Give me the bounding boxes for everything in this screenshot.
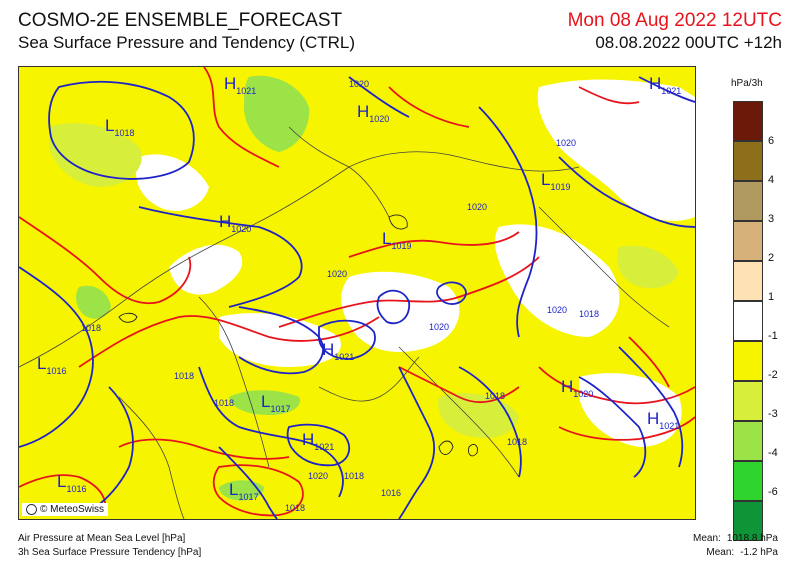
isobar-value: 1018 [507, 437, 527, 447]
legend-swatch [733, 421, 763, 461]
pressure-centers: H1021 H1020 H1020 H1021 H1021 H1021 H102… [37, 74, 681, 502]
high-label-7: H1020 [561, 377, 593, 399]
high-label-3: H1020 [219, 212, 251, 234]
legend-tick-label: 4 [768, 174, 775, 186]
mean-tendency-row: Mean: -1.2 hPa [693, 546, 778, 560]
legend-tick-label: -6 [768, 486, 778, 498]
isobar-value: 1018 [485, 391, 505, 401]
high-label-2: H1020 [357, 102, 389, 124]
isobar-value: 1020 [327, 269, 347, 279]
legend-tick-label: -2 [768, 369, 778, 381]
mean-pressure-row: Mean: 1018.8 hPa [693, 532, 778, 546]
low-label-7: L1017 [229, 480, 259, 502]
isobar-value: 1018 [344, 471, 364, 481]
isobar-value: 1018 [174, 371, 194, 381]
low-label-2: L1019 [382, 229, 412, 251]
legend-tick-label: -4 [768, 447, 778, 459]
tendency-isolines [19, 67, 695, 517]
isobar-value-labels: 1020 1020 1020 1020 1020 1020 1018 1018 … [81, 79, 599, 513]
credit-text: © MeteoSwiss [40, 504, 105, 515]
footer-means: Mean: 1018.8 hPa Mean: -1.2 hPa [693, 532, 778, 560]
low-label-1: L1018 [105, 116, 135, 138]
valid-time-block: Mon 08 Aug 2022 12UTC 08.08.2022 00UTC +… [568, 10, 782, 54]
country-borders [19, 126, 670, 519]
high-label-1: H1021 [224, 74, 256, 96]
footer-line-tendency: 3h Sea Surface Pressure Tendency [hPa] [18, 547, 202, 558]
isobar-value: 1018 [285, 503, 305, 513]
forecast-map: H1021 H1020 H1020 H1021 H1021 H1021 H102… [18, 66, 696, 520]
legend-tick-label: -3 [768, 408, 778, 420]
low-label-6: L1016 [57, 472, 87, 494]
legend-tick-label: 3 [768, 213, 775, 225]
isobar-value: 1020 [467, 202, 487, 212]
low-label-3: L1019 [541, 170, 571, 192]
legend-tick-label: 1 [768, 291, 775, 303]
legend-swatch [733, 261, 763, 301]
high-label-4: H1021 [649, 74, 681, 96]
legend-tick-label: 2 [768, 252, 775, 264]
legend-tick-label: 6 [768, 135, 775, 147]
isobar-value: 1020 [556, 138, 576, 148]
meteoswiss-credit: © MeteoSwiss [22, 503, 109, 516]
valid-time: Mon 08 Aug 2022 12UTC [567, 10, 782, 31]
mean-pressure-value: 1018.8 hPa [726, 533, 778, 544]
legend-swatch [733, 501, 763, 541]
isobar-value: 1020 [547, 305, 567, 315]
mean-pressure-label: Mean: [693, 533, 721, 544]
high-label-6: H1021 [302, 430, 334, 452]
legend-swatch [733, 101, 763, 141]
slight-falling-tendency-areas [49, 123, 679, 438]
legend-tick-label: -1 [768, 330, 778, 342]
legend-swatch [733, 341, 763, 381]
meteoswiss-logo-icon [26, 504, 37, 515]
footer-line-pressure: Air Pressure at Mean Sea Level [hPa] [18, 533, 186, 544]
chart-subtitle: Sea Surface Pressure and Tendency (CTRL) [18, 33, 356, 52]
mean-tendency-label: Mean: [706, 547, 735, 558]
legend-swatch [733, 381, 763, 421]
isobar-value: 1018 [81, 323, 101, 333]
low-label-4: L1016 [37, 354, 67, 376]
legend-swatch [733, 221, 763, 261]
footer-variables: Air Pressure at Mean Sea Level [hPa] 3h … [18, 532, 201, 560]
isobar-value: 1016 [381, 488, 401, 498]
isobar-value: 1020 [308, 471, 328, 481]
mean-tendency-value: -1.2 hPa [740, 547, 778, 558]
low-label-5: L1017 [261, 392, 291, 414]
neutral-tendency-areas [135, 79, 695, 447]
high-label-5: H1021 [322, 340, 354, 362]
run-time: 08.08.2022 00UTC +12h [595, 33, 782, 52]
isobar-value: 1018 [214, 398, 234, 408]
isobar-value: 1018 [579, 309, 599, 319]
legend-swatch [733, 141, 763, 181]
legend-swatch [733, 301, 763, 341]
legend-swatch [733, 181, 763, 221]
color-legend [733, 101, 763, 541]
isobar-value: 1020 [429, 322, 449, 332]
chart-title: COSMO-2E ENSEMBLE_FORECAST [18, 10, 343, 31]
legend-unit: hPa/3h [731, 78, 763, 89]
isobar-value: 1020 [349, 79, 369, 89]
isobars [19, 76, 695, 519]
legend-swatch [733, 461, 763, 501]
high-label-8: H1021 [647, 409, 679, 431]
falling-tendency-areas [76, 75, 310, 501]
title-block: COSMO-2E ENSEMBLE_FORECAST Sea Surface P… [18, 10, 355, 54]
map-canvas: H1021 H1020 H1020 H1021 H1021 H1021 H102… [19, 67, 695, 519]
lakes [118, 214, 478, 457]
